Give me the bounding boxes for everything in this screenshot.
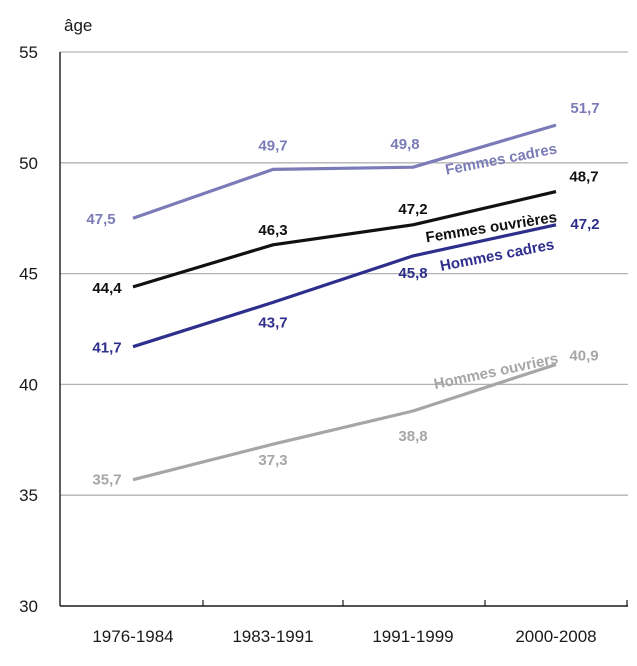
x-tick-label: 1976-1984 (92, 627, 173, 646)
data-label: 40,9 (569, 347, 598, 364)
data-label: 41,7 (92, 340, 121, 357)
data-label: 47,5 (86, 211, 115, 228)
series-line (132, 123, 557, 220)
data-label: 49,7 (258, 137, 287, 154)
x-tick-label: 2000-2008 (515, 627, 596, 646)
y-tick-label: 40 (19, 375, 38, 394)
data-label: 38,8 (398, 428, 427, 445)
y-axis-label: âge (64, 16, 92, 35)
y-tick-labels: 30 35 40 45 50 55 (19, 43, 38, 616)
data-label: 44,4 (92, 280, 122, 297)
data-label: 47,2 (570, 216, 599, 233)
series-line (132, 223, 557, 349)
y-tick-label: 50 (19, 154, 38, 173)
series-name-label: Hommes cadres (439, 236, 556, 275)
data-labels: 47,5 49,7 49,8 51,7 44,4 46,3 47,2 48,7 41,7 43,7… (86, 100, 599, 489)
data-label: 37,3 (258, 452, 287, 469)
series-name-label: Hommes ouvriers (432, 350, 559, 393)
data-label: 45,8 (398, 265, 427, 282)
x-tick-label: 1983-1991 (232, 627, 313, 646)
y-tick-label: 55 (19, 43, 38, 62)
data-label: 48,7 (569, 169, 598, 186)
axes (59, 52, 628, 607)
data-label: 51,7 (570, 100, 599, 117)
data-label: 47,2 (398, 201, 427, 218)
series-name-label: Femmes cadres (444, 140, 559, 178)
gridlines (60, 51, 628, 496)
y-tick-label: 35 (19, 486, 38, 505)
series-line (132, 190, 557, 289)
y-tick-label: 30 (19, 597, 38, 616)
series-lines (132, 123, 557, 482)
data-label: 46,3 (258, 222, 287, 239)
x-tick-labels: 1976-1984 1983-1991 1991-1999 2000-2008 (92, 627, 596, 646)
data-label: 35,7 (92, 472, 121, 489)
y-tick-label: 45 (19, 265, 38, 284)
data-label: 49,8 (390, 136, 419, 153)
x-tick-label: 1991-1999 (372, 627, 453, 646)
data-label: 43,7 (258, 314, 287, 331)
series-line (132, 362, 557, 482)
